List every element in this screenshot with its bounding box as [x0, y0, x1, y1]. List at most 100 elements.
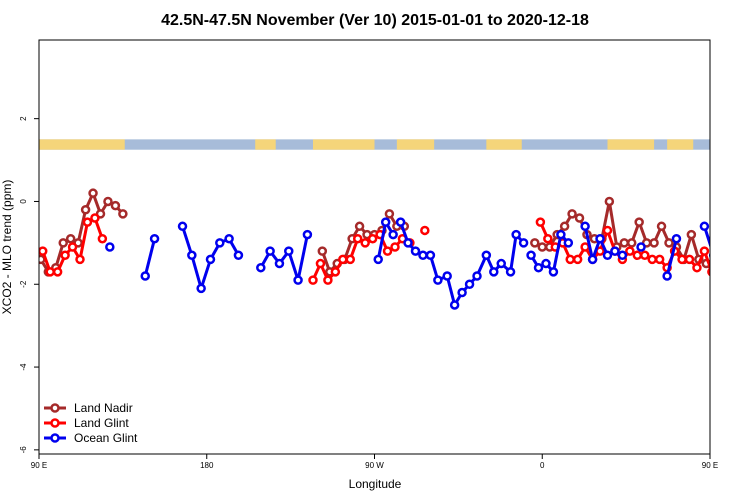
data-point [530, 238, 540, 248]
data-point [274, 258, 285, 269]
data-point [677, 254, 687, 265]
data-point [733, 235, 740, 242]
data-point [716, 268, 723, 275]
legend-item: Land Glint [44, 416, 129, 430]
data-point [67, 242, 78, 252]
data-point [65, 233, 76, 244]
x-tick-label: 90 E [31, 461, 47, 470]
x-tick-label: 180 [200, 461, 214, 470]
data-point [686, 229, 697, 240]
data-point [647, 254, 657, 265]
data-point [511, 229, 521, 240]
data-point [738, 256, 745, 263]
data-point [373, 254, 383, 265]
data-point [345, 254, 356, 265]
legend-item: Land Nadir [44, 401, 133, 415]
data-point [90, 213, 100, 223]
data-point [481, 250, 492, 261]
data-point [457, 287, 467, 298]
data-point [382, 246, 393, 256]
data-point [425, 250, 436, 261]
y-tick-label: 0 [19, 199, 28, 204]
series-ocean-glint [105, 217, 736, 310]
series-line [259, 234, 309, 282]
data-point [384, 209, 395, 219]
data-point [45, 267, 55, 277]
data-point [543, 233, 553, 244]
surface-band-land [710, 139, 750, 149]
data-point [746, 219, 750, 226]
data-point [626, 238, 637, 248]
data-point [708, 268, 710, 275]
data-point [707, 267, 710, 277]
data-point [656, 221, 667, 232]
data-point [360, 238, 370, 248]
series-line [702, 225, 710, 249]
surface-band-land [396, 139, 435, 150]
data-point [472, 271, 482, 281]
data-point [464, 279, 475, 290]
data-point [649, 238, 659, 248]
data-point [535, 217, 546, 227]
legend-swatch-marker [50, 433, 60, 443]
data-point [556, 229, 566, 240]
data-point [418, 250, 428, 261]
data-point [80, 204, 91, 215]
data-point [224, 233, 234, 244]
data-point [625, 246, 635, 256]
data-point [284, 246, 294, 256]
data-point [82, 217, 93, 227]
data-point [233, 250, 244, 261]
data-point [330, 267, 341, 277]
data-point [526, 250, 536, 261]
data-point [729, 256, 736, 263]
data-point [731, 239, 738, 246]
legend-label: Land Glint [74, 416, 129, 430]
surface-type-band [39, 139, 750, 150]
data-point [205, 254, 216, 265]
data-series-layer [39, 188, 750, 310]
data-point [595, 233, 605, 244]
plot-area-frame [38, 39, 711, 455]
data-point [572, 254, 583, 265]
data-point [740, 206, 747, 213]
data-point [420, 225, 430, 236]
data-point [187, 250, 197, 261]
data-point [105, 242, 115, 252]
data-point [317, 246, 328, 256]
data-point [559, 221, 570, 232]
data-point [489, 267, 499, 277]
data-point [541, 258, 551, 269]
y-tick-label: -2 [19, 280, 28, 288]
data-point [617, 250, 628, 261]
chart-title: 42.5N-47.5N November (Ver 10) 2015-01-01… [161, 12, 589, 29]
data-point [196, 283, 206, 294]
data-point [518, 238, 529, 248]
legend-label: Ocean Glint [74, 431, 138, 445]
data-point [58, 238, 68, 248]
data-point [505, 267, 516, 277]
data-point [118, 209, 128, 219]
y-axis: -6 -4 -2 0 2 [19, 116, 39, 453]
x-tick-label: 90 W [365, 461, 384, 470]
x-tick-label: 90 E [702, 461, 718, 470]
data-point [403, 238, 413, 248]
surface-band-land [667, 139, 694, 150]
data-point [380, 217, 391, 227]
data-point [699, 221, 710, 232]
data-point [410, 246, 421, 256]
data-point [215, 238, 225, 248]
data-point [308, 275, 318, 285]
data-point [604, 196, 615, 207]
surface-band-land [312, 139, 375, 150]
data-point [699, 246, 710, 256]
data-point [662, 271, 672, 281]
data-point [140, 271, 150, 281]
series-line [143, 238, 157, 277]
data-point [149, 233, 160, 244]
data-point [619, 238, 630, 248]
data-point [52, 267, 63, 277]
data-point [563, 238, 574, 248]
data-point [367, 233, 378, 244]
